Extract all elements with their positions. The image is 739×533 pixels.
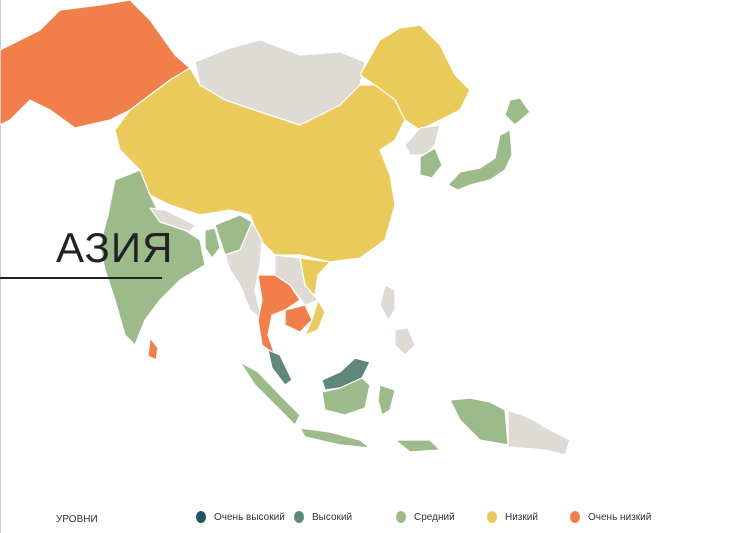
legend-label: Высокий: [312, 511, 353, 523]
legend-dot-icon: [196, 511, 206, 523]
country-vietnam[interactable]: [299, 257, 331, 336]
legend-label: Очень низкий: [588, 511, 652, 523]
legend-item-high: Высокий: [294, 511, 352, 523]
country-philippines[interactable]: [379, 284, 416, 356]
legend-item-medium: Средний: [396, 511, 455, 523]
legend-dot-icon: [487, 511, 497, 523]
country-sri-lanka[interactable]: [147, 337, 159, 361]
left-edge-divider: [0, 0, 1, 533]
country-japan[interactable]: [447, 97, 531, 191]
country-cambodia[interactable]: [284, 304, 313, 333]
country-indonesia[interactable]: [239, 361, 509, 453]
legend-item-very-low: Очень низкий: [570, 511, 651, 523]
country-south-korea[interactable]: [419, 147, 443, 179]
country-papua-new-guinea[interactable]: [507, 409, 571, 456]
asia-map: [0, 0, 571, 456]
country-malaysia[interactable]: [267, 349, 371, 391]
legend-dot-icon: [294, 511, 304, 523]
map-title: АЗИЯ: [56, 224, 174, 271]
country-nepal[interactable]: [149, 207, 196, 233]
country-thailand[interactable]: [257, 274, 301, 356]
country-north-korea[interactable]: [404, 124, 441, 156]
legend-label: Средний: [414, 511, 455, 523]
legend-dot-icon: [396, 511, 406, 523]
legend-label: Очень высокий: [214, 511, 285, 523]
legend-item-low: Низкий: [487, 511, 538, 523]
legend-item-very-high: Очень высокий: [196, 511, 285, 523]
country-bangladesh[interactable]: [204, 227, 221, 259]
legend-dot-icon: [570, 511, 580, 523]
legend-heading: УРОВНИ: [56, 514, 98, 525]
title-underline: [0, 277, 162, 279]
legend-label: Низкий: [505, 511, 538, 523]
country-china[interactable]: [114, 67, 406, 263]
legend: УРОВНИ Очень высокий Высокий Средний Низ…: [0, 510, 739, 528]
country-myanmar[interactable]: [224, 221, 263, 321]
